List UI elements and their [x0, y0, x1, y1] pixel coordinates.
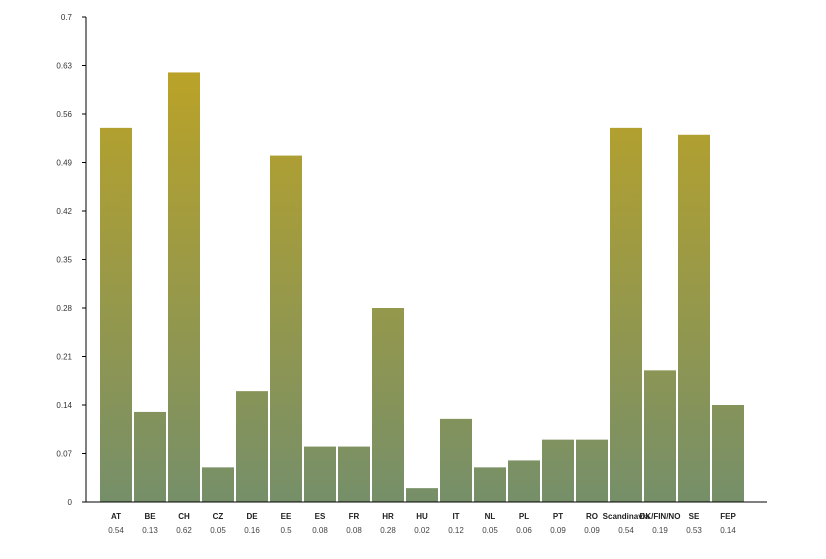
y-tick-label: 0.56: [56, 110, 72, 119]
bar-ro: [576, 439, 608, 502]
x-value-label: 0.14: [720, 526, 736, 535]
bar-ch: [168, 72, 200, 502]
x-category-label: DK/FIN/NO: [640, 512, 681, 521]
x-category-label: RO: [586, 512, 598, 521]
bar-pt: [542, 439, 574, 502]
y-tick-label: 0.63: [56, 62, 72, 71]
x-category-label: ES: [315, 512, 326, 521]
x-category-label: AT: [111, 512, 121, 521]
y-tick-label: 0.49: [56, 159, 72, 168]
x-value-label: 0.12: [448, 526, 464, 535]
bar-fr: [338, 446, 370, 502]
x-value-label: 0.06: [516, 526, 532, 535]
bar-nl: [474, 467, 506, 502]
x-value-label: 0.09: [584, 526, 600, 535]
y-tick-label: 0.42: [56, 207, 72, 216]
x-category-label: HR: [382, 512, 394, 521]
bar-hu: [406, 488, 438, 502]
x-category-label: IT: [452, 512, 459, 521]
bar-es: [304, 446, 336, 502]
bars: [100, 72, 744, 503]
x-category-label: FR: [349, 512, 360, 521]
y-tick-label: 0.07: [56, 450, 72, 459]
x-axis-labels: AT 0.54 BE 0.13 CH 0.62 CZ 0.05 DE 0.16 EE 0.5 ES 0.0…: [108, 512, 736, 535]
y-tick-label: 0: [68, 498, 73, 507]
x-value-label: 0.54: [108, 526, 124, 535]
x-value-label: 0.62: [176, 526, 192, 535]
bar-be: [134, 411, 166, 502]
bar-ee: [270, 155, 302, 503]
x-value-label: 0.05: [210, 526, 226, 535]
bar-cz: [202, 467, 234, 502]
x-category-label: NL: [485, 512, 496, 521]
x-value-label: 0.16: [244, 526, 260, 535]
x-value-label: 0.19: [652, 526, 668, 535]
x-value-label: 0.05: [482, 526, 498, 535]
x-value-label: 0.02: [414, 526, 430, 535]
x-category-label: HU: [416, 512, 428, 521]
x-category-label: FEP: [720, 512, 736, 521]
x-value-label: 0.08: [346, 526, 362, 535]
bar-se: [678, 134, 710, 503]
x-value-label: 0.54: [618, 526, 634, 535]
bar-at: [100, 127, 132, 502]
x-category-label: PL: [519, 512, 529, 521]
x-value-label: 0.5: [280, 526, 292, 535]
x-category-label: CZ: [213, 512, 224, 521]
x-category-label: BE: [144, 512, 156, 521]
x-value-label: 0.13: [142, 526, 158, 535]
y-axis: 0 0.07 0.14 0.21 0.28 0.35 0.42 0.49 0.56 0.63 0.7: [56, 13, 87, 507]
x-category-label: SE: [689, 512, 700, 521]
x-category-label: DE: [246, 512, 258, 521]
y-tick-label: 0.7: [61, 13, 73, 22]
y-tick-label: 0.14: [56, 401, 72, 410]
x-category-label: PT: [553, 512, 563, 521]
x-value-label: 0.53: [686, 526, 702, 535]
bar-fep: [712, 405, 744, 502]
x-category-label: Scandinavia: [603, 512, 650, 521]
x-value-label: 0.28: [380, 526, 396, 535]
x-category-label: CH: [178, 512, 190, 521]
bar-it: [440, 418, 472, 502]
x-category-label: EE: [281, 512, 292, 521]
bar-dk-fin-no: [644, 370, 676, 502]
y-tick-label: 0.28: [56, 304, 72, 313]
bar-hr: [372, 308, 404, 502]
bar-scandinavia: [610, 127, 642, 502]
bar-de: [236, 391, 268, 502]
bar-pl: [508, 460, 540, 502]
x-value-label: 0.08: [312, 526, 328, 535]
x-value-label: 0.09: [550, 526, 566, 535]
y-tick-label: 0.35: [56, 256, 72, 265]
y-tick-label: 0.21: [56, 353, 72, 362]
